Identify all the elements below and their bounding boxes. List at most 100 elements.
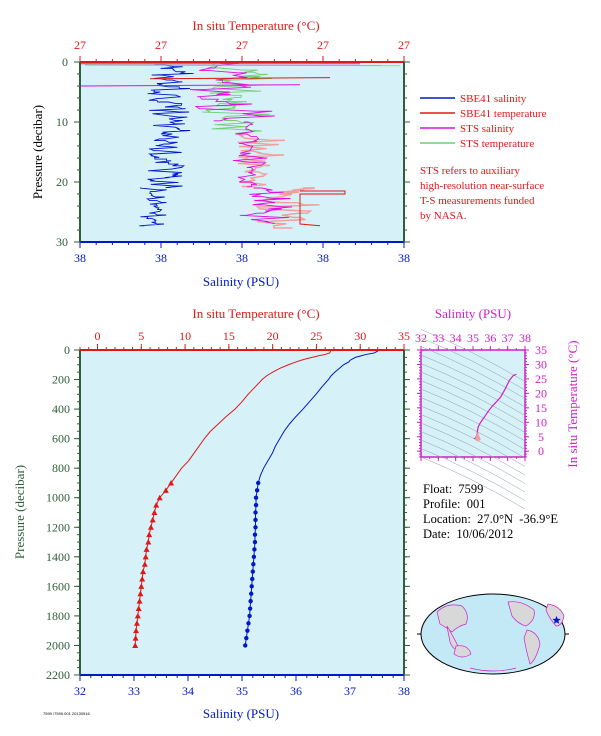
temperature-point <box>136 598 143 604</box>
note-line: by NASA. <box>420 210 467 222</box>
temperature-point <box>135 605 142 612</box>
salinity-point <box>249 584 254 589</box>
temperature-point <box>142 553 149 560</box>
top-temp-tick-label: 27 <box>398 38 410 52</box>
note-line: high-resolution near-surface <box>420 180 544 192</box>
ts-density-contour <box>420 346 526 399</box>
temperature-point <box>141 561 148 567</box>
pressure-tick-label: 2200 <box>46 668 70 682</box>
ts-sal-tick-label: 33 <box>432 331 444 345</box>
salinity-point <box>248 598 253 604</box>
top-salinity-title: Salinity (PSU) <box>203 274 279 289</box>
main-panel: In situ Temperature (°C) 0 5 10 15 20 25 30 35 … <box>12 306 410 721</box>
float-label: Float: <box>423 482 453 496</box>
sts-salinity-trace <box>189 62 275 122</box>
temperature-point <box>137 590 144 597</box>
sal-tick-label: 35 <box>236 684 248 698</box>
salinity-point <box>251 554 257 560</box>
ts-density-contour <box>420 354 526 408</box>
salinity-point <box>247 606 253 611</box>
ts-curve <box>473 373 517 442</box>
ts-density-contour <box>420 380 526 433</box>
date-label: Date: <box>423 527 451 541</box>
temp-tick-label: 30 <box>354 329 366 343</box>
salinity-point <box>253 495 259 500</box>
top-pressure-tick-label: 10 <box>56 115 68 129</box>
temperature-point <box>133 620 140 626</box>
salinity-point <box>243 643 248 648</box>
date-value: 10/06/2012 <box>456 527 514 541</box>
sbe41-temperature-trace <box>299 190 346 227</box>
pressure-tick-label: 0 <box>64 343 70 357</box>
ts-density-contour <box>420 337 526 391</box>
ts-temp-tick-label: 5 <box>538 430 544 444</box>
salinity-point <box>252 547 257 552</box>
note-line: STS refers to auxiliary <box>420 165 520 177</box>
ts-density-contour <box>420 371 526 425</box>
top-sal-tick-label: 38 <box>74 251 86 265</box>
main-sal-tick-labels: 32 33 34 35 36 37 38 <box>74 684 410 698</box>
pressure-tick-label: 2000 <box>46 638 70 652</box>
salinity-point <box>250 576 255 582</box>
ts-tick-marks <box>417 346 529 461</box>
map-continent-australia <box>453 645 472 658</box>
ts-density-contour <box>420 397 526 450</box>
ts-sal-tick-label: 36 <box>484 331 496 345</box>
float-info-block: Float: 7599 Profile: 001 Location: 27.0°… <box>423 482 558 542</box>
ts-panel: Salinity (PSU) 32 33 34 35 36 37 38 0510152025… <box>415 306 580 510</box>
top-temperature-title: In situ Temperature (°C) <box>192 18 319 33</box>
temperature-point <box>149 516 156 523</box>
ts-density-contour <box>420 448 526 501</box>
salinity-point <box>245 628 250 633</box>
top-sal-tick-label: 38 <box>398 251 410 265</box>
main-pressure-title: Pressure (decibar) <box>12 465 27 559</box>
pressure-tick-label: 800 <box>52 461 70 475</box>
top-tick-marks <box>74 56 410 248</box>
sal-tick-label: 33 <box>128 684 140 698</box>
salinity-point <box>256 480 261 486</box>
legend-label: SBE41 temperature <box>460 108 547 120</box>
temp-tick-label: 20 <box>267 329 279 343</box>
legend-label: SBE41 salinity <box>460 93 527 105</box>
main-temperature-title: In situ Temperature (°C) <box>192 306 319 321</box>
pressure-tick-label: 1800 <box>46 609 70 623</box>
ts-temperature-title: In situ Temperature (°C) <box>565 340 580 467</box>
float-location-star-icon <box>552 616 561 624</box>
ts-temp-tick-label: 30 <box>535 357 547 371</box>
top-temp-tick-label: 27 <box>317 38 329 52</box>
float-value: 7599 <box>458 482 484 496</box>
salinity-point <box>250 569 255 574</box>
world-map-ocean <box>420 593 566 675</box>
ts-temp-tick-label: 20 <box>535 386 547 400</box>
map-continent-europe-africa <box>545 603 565 627</box>
ts-sal-tick-label: 32 <box>415 331 427 345</box>
float-row: Float: 7599 <box>423 482 558 497</box>
sbe41-salinity-trace <box>139 187 167 227</box>
temp-tick-label: 25 <box>310 329 322 343</box>
temperature-point <box>140 568 147 575</box>
sts-salinity-trace <box>232 121 268 188</box>
ts-temp-tick-label: 0 <box>538 444 544 458</box>
temp-tick-label: 0 <box>95 329 101 343</box>
temp-tick-label: 35 <box>398 329 410 343</box>
top-pressure-tick-label: 0 <box>62 55 68 69</box>
main-tick-marks <box>74 344 410 681</box>
ts-density-contour <box>420 456 526 510</box>
ts-density-contour <box>420 405 526 459</box>
temperature-point <box>143 546 150 552</box>
ts-deep-cluster <box>474 431 481 442</box>
main-salinity-title: Salinity (PSU) <box>203 706 279 721</box>
temperature-point <box>145 539 152 545</box>
temperature-point <box>146 531 153 538</box>
sts-salinity-trace <box>239 187 293 225</box>
locator-map <box>417 593 569 675</box>
ts-density-contours <box>420 329 526 510</box>
salinity-point <box>247 613 252 619</box>
ts-density-contour <box>420 388 526 442</box>
pressure-tick-label: 1400 <box>46 550 70 564</box>
location-value: 27.0°N -36.9°E <box>477 512 558 526</box>
temperature-point <box>168 479 175 486</box>
temp-tick-label: 15 <box>223 329 235 343</box>
